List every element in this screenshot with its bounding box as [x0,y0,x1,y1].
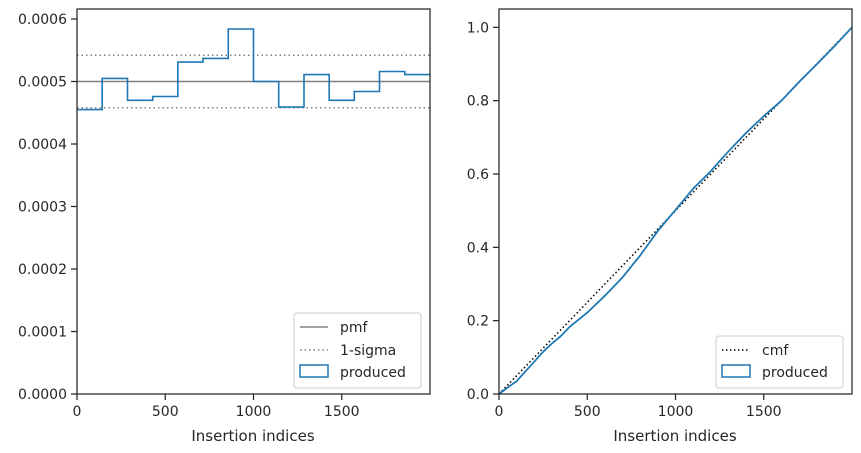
cmf-legend-box [715,335,844,389]
x-tick-label: 0 [73,404,82,420]
y-tick-label: 0.0001 [18,325,67,341]
y-tick-label: 1.0 [467,20,489,36]
produced-cumulative-line [498,26,853,395]
y-tick-label: 0.0006 [18,12,67,28]
legend-produced-swatch [299,364,329,378]
pmf-histogram-legend-box [293,312,422,389]
y-tick-label: 0.6 [467,167,489,183]
cmf-x-axis-label: Insertion indices [613,427,736,445]
y-tick-label: 0.0003 [18,200,67,216]
legend-pmf-label: pmf [340,320,369,336]
x-tick-label: 1500 [746,404,782,420]
cmf-y-ticks: 0.0 0.2 0.4 0.6 0.8 1.0 [467,20,499,403]
cmf-marks [498,26,853,395]
x-tick-label: 500 [152,404,179,420]
legend-cmf-label: cmf [762,343,789,359]
pmf-histogram-marks [77,28,430,111]
x-tick-label: 1000 [236,404,272,420]
y-tick-label: 0.0 [467,387,489,403]
y-tick-label: 0.0002 [18,262,67,278]
y-tick-label: 0.4 [467,240,489,256]
x-tick-label: 1500 [324,404,360,420]
legend-cmf-produced-swatch [721,364,751,378]
produced-step-series [77,28,430,111]
y-tick-label: 0.2 [467,314,489,330]
pmf-histogram-y-ticks: 0.0000 0.0001 0.0002 0.0003 0.0004 0.0005 0.00… [18,12,77,403]
pmf-histogram-x-ticks: 0 500 1000 1500 [73,394,360,420]
y-tick-label: 0.0000 [18,387,67,403]
y-tick-label: 0.8 [467,94,489,110]
pmf-histogram-x-axis-label: Insertion indices [191,427,314,445]
legend-produced-label: produced [340,365,406,381]
x-tick-label: 0 [495,404,504,420]
cmf-panel: 0 500 1000 1500 0.0 0.2 0.4 0.6 0.8 1.0 Insertio… [467,8,853,445]
pmf-histogram-panel: 0 500 1000 1500 0.00000.00010.00020.00030.0… [18,8,431,445]
pmf-histogram-legend: pmf 1-sigma produced [293,312,422,389]
cmf-x-ticks: 0 500 1000 1500 [495,394,782,420]
x-tick-label: 1000 [658,404,694,420]
legend-1-sigma-label: 1-sigma [340,343,396,359]
legend-cmf-produced-label: produced [762,365,828,381]
y-tick-label: 0.0004 [18,137,67,153]
cmf-legend: cmf produced [715,335,844,389]
x-tick-label: 500 [574,404,601,420]
y-tick-label: 0.0005 [18,75,67,91]
